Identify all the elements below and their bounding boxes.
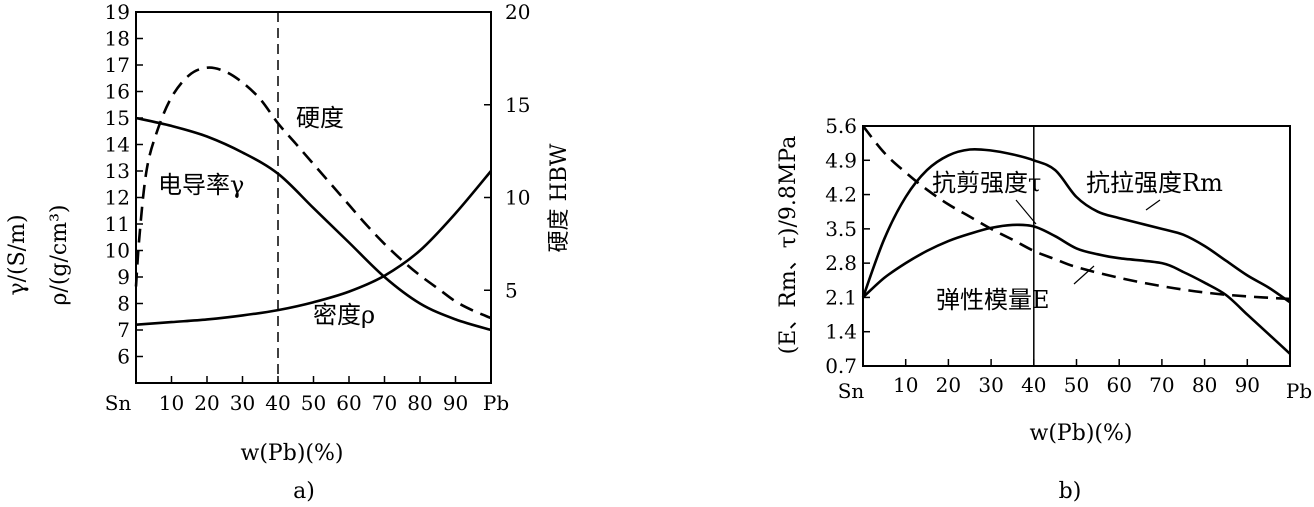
panel-a-left-tick-label: 16 xyxy=(105,80,130,104)
panel-a-right-tick-label: 10 xyxy=(505,186,530,210)
panel-b: 0.7 1.4 2.1 2.8 3.5 4.2 4.9 5.6 10 20 30 40 50 60 70 8… xyxy=(776,114,1312,504)
panel-b-y-tick-label: 2.8 xyxy=(825,251,857,275)
panel-a-annotation-conductivity: 电导率γ xyxy=(158,171,244,199)
panel-a-series-line-1 xyxy=(134,66,492,320)
panel-a-left-tick-label: 18 xyxy=(105,27,130,51)
panel-b-x-end-label: Pb xyxy=(1286,379,1312,403)
panel-a-left-tick-label: 6 xyxy=(117,345,130,369)
panel-a-left-tick-label: 12 xyxy=(105,186,130,210)
panel-a-left-tick-label: 14 xyxy=(105,133,130,157)
panel-b-x-label: w(Pb)(%) xyxy=(1030,421,1133,446)
panel-a-left-tick-label: 19 xyxy=(105,0,130,24)
panel-b-series xyxy=(861,125,1291,355)
panel-b-y-axis-ticks: 0.7 1.4 2.1 2.8 3.5 4.2 4.9 5.6 xyxy=(825,114,870,378)
panel-a-x-tick-label: 30 xyxy=(230,391,255,415)
panel-a-x-tick-label: 70 xyxy=(372,391,397,415)
panel-a-x-axis-ticks: 10 20 30 40 50 60 70 80 90 xyxy=(159,376,468,415)
panel-b-y-label: (E、Rm、τ)/9.8MPa xyxy=(776,136,801,355)
panel-b-leader-modulus xyxy=(1073,265,1095,285)
panel-a-x-tick-label: 40 xyxy=(265,391,290,415)
panel-a-series xyxy=(134,66,492,332)
panel-b-annotation-tensile: 抗拉强度Rm xyxy=(1086,169,1223,197)
panel-b-x-tick-label: 80 xyxy=(1192,373,1217,397)
panel-a-y-label-gamma: γ/(S/m) xyxy=(5,214,30,295)
panel-a-series-line-2 xyxy=(135,116,492,332)
panel-a-left-tick-label: 17 xyxy=(105,53,130,77)
panel-a-left-tick-label: 9 xyxy=(117,265,130,289)
panel-b-x-tick-label: 90 xyxy=(1235,373,1260,397)
panel-b-x-axis-ticks: 10 20 30 40 50 60 70 80 90 xyxy=(893,359,1260,397)
panel-a-x-start-label: Sn xyxy=(105,391,132,415)
panel-a-left-tick-label: 15 xyxy=(105,106,130,130)
panel-b-annotation-modulus: 弹性模量E xyxy=(936,286,1050,314)
panel-b-annotation-shear: 抗剪强度τ xyxy=(932,169,1041,197)
panel-b-y-tick-label: 5.6 xyxy=(825,114,857,138)
panel-b-x-tick-label: 60 xyxy=(1106,373,1131,397)
panel-b-y-tick-label: 4.2 xyxy=(825,183,857,207)
panel-a-left-tick-label: 8 xyxy=(117,292,130,316)
panel-b-y-tick-label: 0.7 xyxy=(825,354,857,378)
panel-a-right-tick-label: 20 xyxy=(505,0,530,24)
panel-a-series-line-3 xyxy=(135,170,492,326)
panel-b-series-line-3 xyxy=(861,125,1291,301)
panel-b-x-tick-label: 30 xyxy=(978,373,1003,397)
panel-a-x-tick-label: 90 xyxy=(443,391,468,415)
panel-a-x-label: w(Pb)(%) xyxy=(241,441,344,466)
panel-b-series-line-2 xyxy=(862,223,1291,355)
panel-b-leader-shear xyxy=(1015,199,1037,225)
panel-b-x-tick-label: 40 xyxy=(1021,373,1046,397)
panel-b-x-tick-label: 70 xyxy=(1149,373,1174,397)
panel-a-x-tick-label: 50 xyxy=(301,391,326,415)
panel-b-frame xyxy=(862,125,1291,367)
panel-a-right-tick-label: 5 xyxy=(505,278,518,302)
panel-a-left-tick-label: 10 xyxy=(105,239,130,263)
panel-b-x-tick-label: 20 xyxy=(936,373,961,397)
panel-a-x-tick-label: 80 xyxy=(407,391,432,415)
panel-b-y-tick-label: 3.5 xyxy=(825,217,857,241)
panel-a-right-axis-ticks: 5 10 15 20 xyxy=(484,0,530,302)
panel-a-y-label-right: 硬度 HBW xyxy=(547,143,572,252)
panel-a-left-tick-label: 13 xyxy=(105,159,130,183)
panel-b-series-line-1 xyxy=(861,147,1291,304)
panel-a-annotation-hardness: 硬度 xyxy=(296,104,344,132)
panel-a-right-tick-label: 15 xyxy=(505,93,530,117)
panel-a-x-tick-label: 60 xyxy=(336,391,361,415)
panel-b-x-tick-label: 50 xyxy=(1064,373,1089,397)
panel-a-left-tick-label: 11 xyxy=(105,212,130,236)
panel-b-x-tick-label: 10 xyxy=(893,373,918,397)
panel-b-y-tick-label: 1.4 xyxy=(825,320,857,344)
panel-b-y-tick-label: 2.1 xyxy=(825,285,857,309)
panel-a-y-label-rho: ρ/(g/cm³) xyxy=(47,204,72,305)
panel-b-caption: b) xyxy=(1059,479,1082,504)
panel-b-y-tick-label: 4.9 xyxy=(825,148,857,172)
panel-a-x-tick-label: 20 xyxy=(194,391,219,415)
panel-a-caption: a) xyxy=(293,479,315,504)
panel-a-annotation-density: 密度ρ xyxy=(313,301,375,329)
panel-a-x-end-label: Pb xyxy=(483,391,509,415)
panel-b-x-start-label: Sn xyxy=(838,379,865,403)
panel-b-leader-tensile xyxy=(1145,199,1161,211)
panel-a-x-tick-label: 10 xyxy=(159,391,184,415)
panel-a-left-tick-label: 7 xyxy=(117,318,130,342)
